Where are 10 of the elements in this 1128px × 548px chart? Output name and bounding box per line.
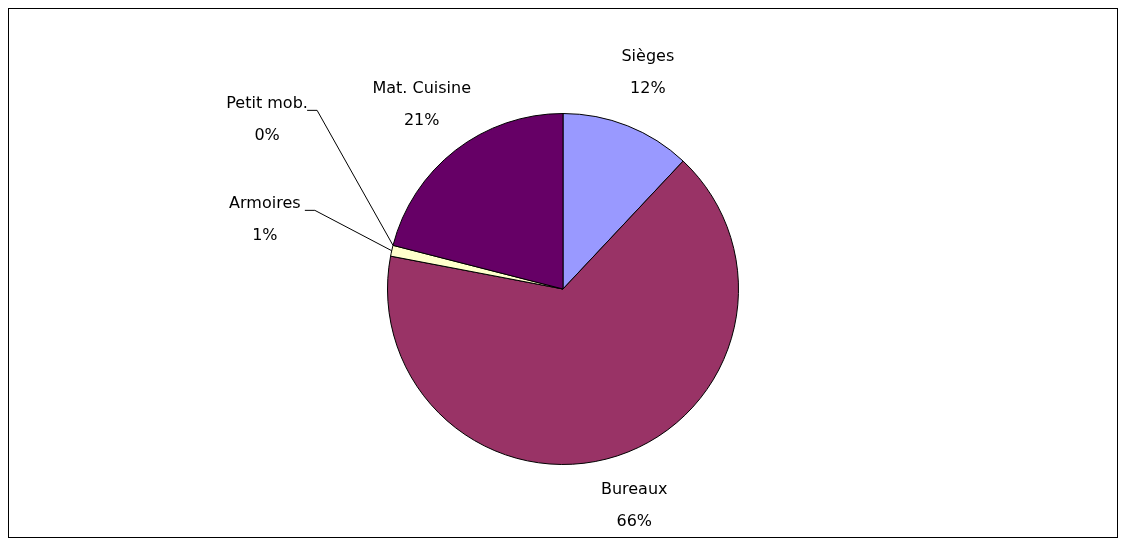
text: 0% [254,125,280,145]
data-label: 1% [252,225,278,245]
slice-label: Bureaux [600,479,668,499]
data-label: 21% [403,109,440,129]
data-label: 66% [616,511,653,531]
category-label: Petit mob. [226,93,308,113]
data-label: 12% [630,77,666,97]
slice-label: Sièges [621,45,675,65]
slice-label: Mat. Cuisine [372,77,472,97]
slice-label: Armoires [229,193,301,213]
